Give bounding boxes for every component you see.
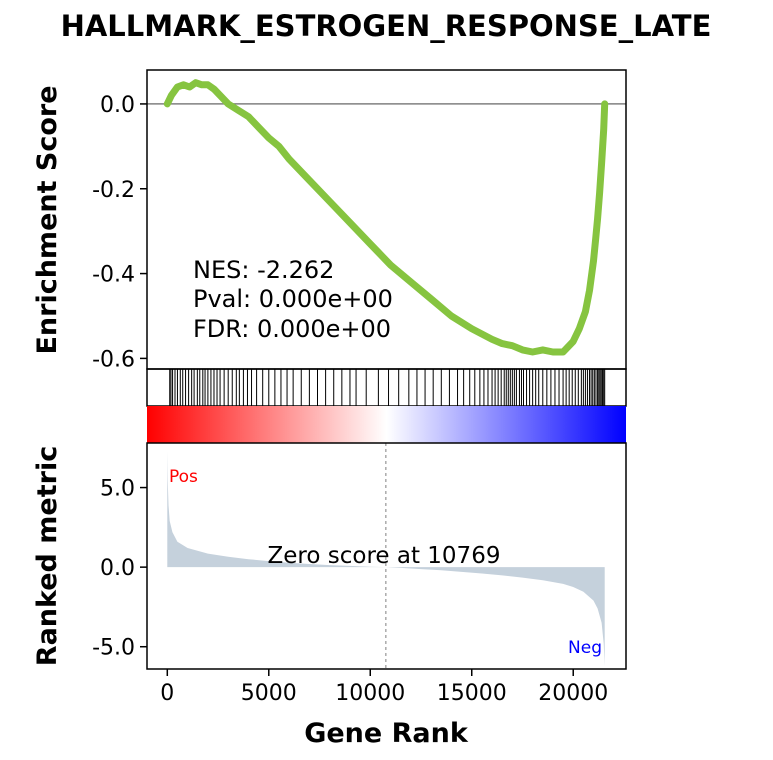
hits-panel [146,368,627,407]
es-y-tick-label: -0.4 [92,263,135,288]
pval-text: Pval: 0.000e+00 [193,285,393,313]
rm-y-tick-label: -5.0 [92,636,135,661]
nes-text: NES: -2.262 [193,256,334,284]
x-ticks: 0 5000 10000 15000 20000 [160,669,608,706]
rank-colorbar [147,406,626,443]
x-axis-label: Gene Rank [304,718,469,749]
es-line [163,79,609,356]
rm-y-tick-label: 5.0 [100,477,135,502]
neg-label: Neg [568,638,602,658]
es-y-tick-label: -0.6 [92,347,135,372]
rm-y-tick-label: 0.0 [100,556,135,581]
pos-label: Pos [169,467,198,487]
x-tick-label: 20000 [538,681,608,706]
es-y-tick-label: 0.0 [100,93,135,118]
x-tick-label: 10000 [335,681,405,706]
rm-frame [146,442,627,670]
x-tick-label: 15000 [437,681,507,706]
rm-y-ticks: 5.0 0.0 -5.0 [92,477,147,661]
rm-ylabel: Ranked metric [32,446,63,666]
hits-frame [146,368,627,407]
zero-score-text: Zero score at 10769 [268,543,501,569]
x-tick-label: 0 [160,681,174,706]
ranked-metric-panel: 5.0 0.0 -5.0 Zero score at 10769 Pos Neg R… [32,442,627,670]
x-tick-label: 5000 [241,681,297,706]
es-y-tick-label: -0.2 [92,178,135,203]
es-y-ticks: 0.0 -0.2 -0.4 -0.6 [92,93,147,372]
fdr-text: FDR: 0.000e+00 [193,315,391,343]
enrichment-panel: 0.0 -0.2 -0.4 -0.6 NES: -2.262 Pval: 0.000e… [32,69,627,372]
hit-lines [169,369,606,406]
chart-title: HALLMARK_ESTROGEN_RESPONSE_LATE [61,9,712,43]
es-ylabel: Enrichment Score [32,85,63,354]
